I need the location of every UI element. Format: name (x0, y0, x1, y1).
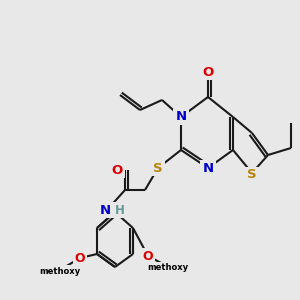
Text: H: H (115, 203, 125, 217)
Text: N: N (99, 203, 111, 217)
Text: O: O (202, 65, 214, 79)
Text: N: N (176, 110, 187, 124)
Text: O: O (111, 164, 123, 176)
Text: S: S (247, 169, 257, 182)
Text: S: S (153, 161, 163, 175)
Text: methoxy: methoxy (147, 263, 189, 272)
Text: O: O (75, 251, 85, 265)
Text: O: O (143, 250, 153, 262)
Text: N: N (202, 161, 214, 175)
Text: methoxy: methoxy (39, 266, 81, 275)
